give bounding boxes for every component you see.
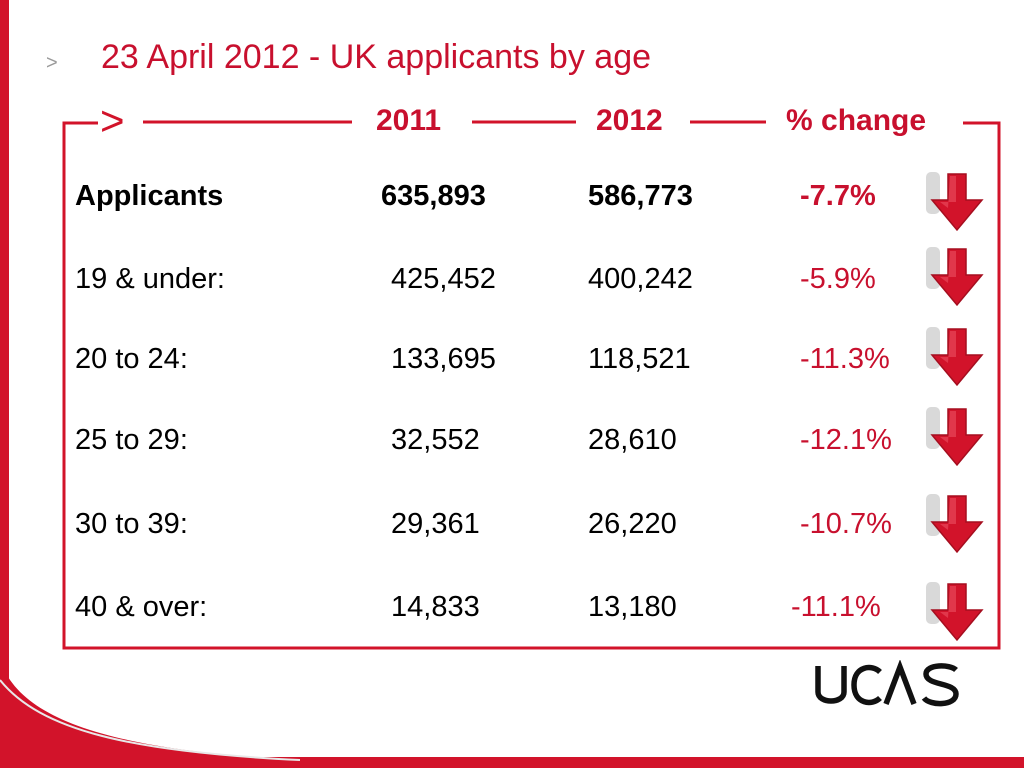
value-change: -10.7% xyxy=(800,508,892,540)
value-change: -7.7% xyxy=(800,180,876,212)
value-2011: 133,695 xyxy=(391,343,496,375)
slide-title: 23 April 2012 - UK applicants by age xyxy=(101,38,652,76)
value-change: -5.9% xyxy=(800,263,876,295)
value-2012: 28,610 xyxy=(588,424,677,456)
value-2011: 425,452 xyxy=(391,263,496,295)
row-label: 40 & over: xyxy=(75,591,208,623)
header-2012: 2012 xyxy=(596,104,663,137)
row-label: Applicants xyxy=(75,180,224,212)
header-percent-change: % change xyxy=(786,104,927,137)
row-label: 25 to 29: xyxy=(75,424,188,456)
value-2011: 635,893 xyxy=(381,180,486,212)
value-2011: 29,361 xyxy=(391,508,480,540)
down-arrow-icon xyxy=(926,582,984,642)
title-chevron-icon: > xyxy=(46,52,58,74)
down-arrow-icon xyxy=(926,407,984,467)
value-2012: 13,180 xyxy=(588,591,677,623)
table-row: 19 & under: 425,452 400,242 -5.9% xyxy=(0,263,1024,307)
ucas-logo xyxy=(815,660,959,707)
table-row: 40 & over: 14,833 13,180 -11.1% xyxy=(0,591,1024,635)
row-label: 20 to 24: xyxy=(75,343,188,375)
value-change: -11.1% xyxy=(791,591,881,623)
down-arrow-icon xyxy=(926,494,984,554)
value-2011: 32,552 xyxy=(391,424,480,456)
header-2011: 2011 xyxy=(376,104,442,137)
table-row-applicants: Applicants 635,893 586,773 -7.7% xyxy=(0,180,1024,224)
value-2012: 400,242 xyxy=(588,263,693,295)
down-arrow-icon xyxy=(926,247,984,307)
down-arrow-icon xyxy=(926,172,984,232)
slide-corner-swoosh xyxy=(0,660,300,768)
table-row: 30 to 39: 29,361 26,220 -10.7% xyxy=(0,508,1024,552)
row-label: 30 to 39: xyxy=(75,508,188,540)
table-row: 20 to 24: 133,695 118,521 -11.3% xyxy=(0,343,1024,387)
value-change: -11.3% xyxy=(800,343,890,375)
table-row: 25 to 29: 32,552 28,610 -12.1% xyxy=(0,424,1024,468)
value-change: -12.1% xyxy=(800,424,892,456)
value-2011: 14,833 xyxy=(391,591,480,623)
slide-left-edge xyxy=(0,0,9,768)
slide-bottom-edge xyxy=(0,757,1024,768)
value-2012: 118,521 xyxy=(588,343,691,375)
down-arrow-icon xyxy=(926,327,984,387)
value-2012: 26,220 xyxy=(588,508,677,540)
frame-chevron-icon: > xyxy=(100,97,125,144)
value-2012: 586,773 xyxy=(588,180,693,212)
row-label: 19 & under: xyxy=(75,263,225,295)
